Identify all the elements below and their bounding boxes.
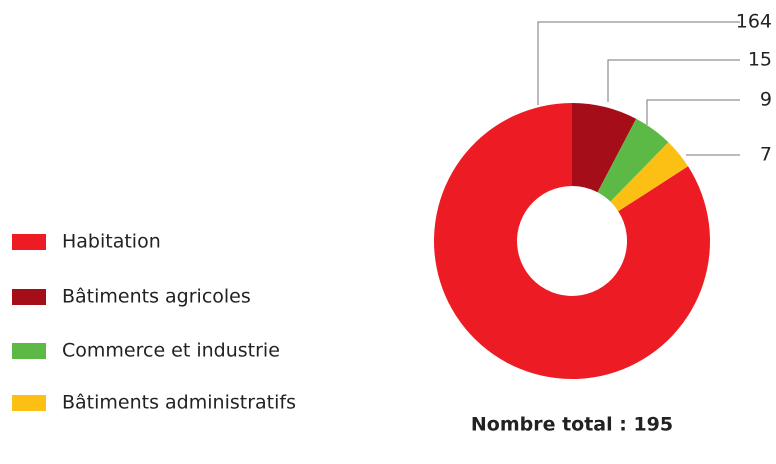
legend-swatch xyxy=(12,289,46,305)
donut-slice xyxy=(572,103,637,193)
legend-swatch xyxy=(12,395,46,411)
legend-swatch xyxy=(12,343,46,359)
leader-line xyxy=(646,99,740,125)
donut-slice xyxy=(434,103,710,379)
legend-label: Habitation xyxy=(62,231,161,253)
legend-label: Bâtiments administratifs xyxy=(62,392,296,414)
leader-line xyxy=(607,59,740,102)
donut-slice xyxy=(597,118,669,202)
legend-label: Bâtiments agricoles xyxy=(62,286,251,308)
legend-label: Commerce et industrie xyxy=(62,340,280,362)
value-label: 164 xyxy=(736,11,772,33)
total-label: Nombre total : 195 xyxy=(471,414,673,436)
value-label: 15 xyxy=(748,49,772,71)
value-label: 9 xyxy=(760,89,772,111)
leader-line xyxy=(537,21,740,105)
legend-swatch xyxy=(12,234,46,250)
value-label: 7 xyxy=(760,144,772,166)
donut-slice xyxy=(610,142,689,212)
